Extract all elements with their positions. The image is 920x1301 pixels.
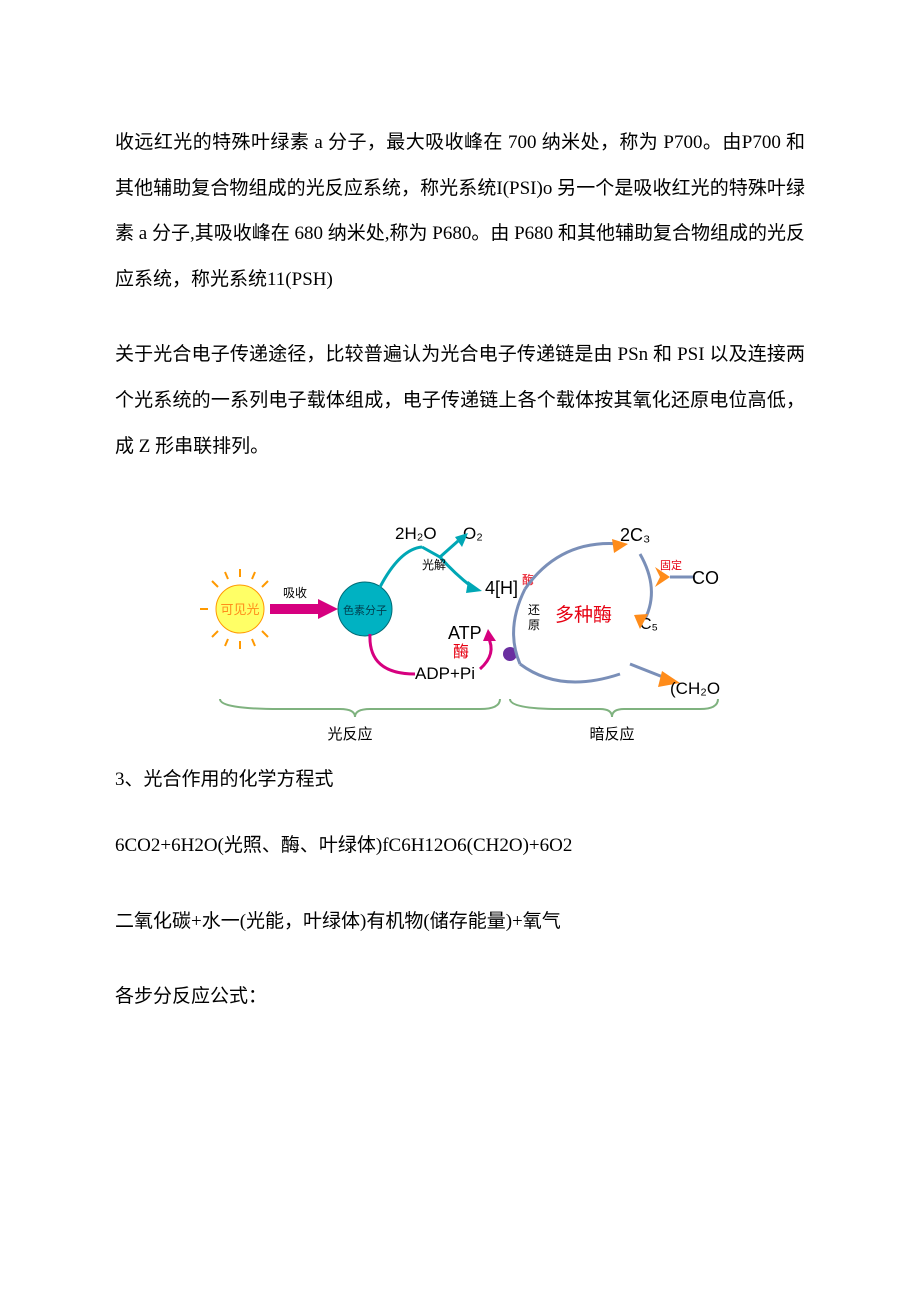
h2o-label: 2H₂O bbox=[395, 524, 437, 543]
dark-brace bbox=[510, 699, 718, 717]
paragraph-1: 收远红光的特殊叶绿素 a 分子，最大吸收峰在 700 纳米处，称为 P700。由… bbox=[115, 120, 805, 302]
h4-arrowhead bbox=[466, 581, 482, 593]
equation-1: 6CO2+6H2O(光照、酶、叶绿体)fC6H12O6(CH2O)+6O2 bbox=[115, 823, 805, 869]
paragraph-3: 各步分反应公式： bbox=[115, 974, 805, 1020]
section-3-title: 3、光合作用的化学方程式 bbox=[115, 759, 805, 801]
paragraph-2: 关于光合电子传递途径，比较普遍认为光合电子传递链是由 PSn 和 PSI 以及连… bbox=[115, 332, 805, 469]
diagram-svg: 可见光 吸收 色素分子 2H₂O O₂ 光解 bbox=[200, 499, 720, 759]
co2-label: CO₂ bbox=[692, 568, 720, 588]
o2-label: O₂ bbox=[463, 524, 483, 543]
split-path bbox=[422, 541, 458, 557]
cycle-left-arc bbox=[514, 589, 525, 664]
absorb-label: 吸收 bbox=[283, 586, 307, 600]
atp-arrowhead bbox=[483, 629, 496, 641]
absorb-arrow: 吸收 bbox=[270, 586, 338, 619]
c3-label: 2C₃ bbox=[620, 525, 650, 545]
many-enzymes-label: 多种酶 bbox=[555, 604, 612, 626]
light-rxn-label: 光反应 bbox=[327, 725, 372, 743]
adp-label: ADP+Pi bbox=[415, 664, 475, 683]
h4-label: 4[H] bbox=[485, 578, 518, 598]
fix-label: 固定 bbox=[660, 558, 682, 572]
page-content: 收远红光的特殊叶绿素 a 分子，最大吸收峰在 700 纳米处，称为 P700。由… bbox=[0, 0, 920, 1110]
ch2o-label: (CH₂O) bbox=[670, 679, 720, 698]
visible-light-label: 可见光 bbox=[220, 602, 259, 617]
cycle-right-arc bbox=[640, 554, 651, 619]
cycle-bottom-arc bbox=[520, 664, 620, 682]
pigment-circle: 色素分子 bbox=[338, 582, 392, 636]
pigment-label: 色素分子 bbox=[343, 603, 387, 617]
enzyme-label: 酶 bbox=[453, 643, 469, 661]
light-brace bbox=[220, 699, 500, 717]
adp-curve bbox=[370, 634, 415, 674]
photosynthesis-diagram: 可见光 吸收 色素分子 2H₂O O₂ 光解 bbox=[115, 499, 805, 759]
atp-label: ATP bbox=[448, 623, 482, 643]
dark-rxn-label: 暗反应 bbox=[589, 725, 634, 743]
reduce-label-1: 还 bbox=[528, 603, 540, 617]
photolysis-curve bbox=[380, 547, 422, 587]
equation-2: 二氧化碳+水一(光能，叶绿体)有机物(储存能量)+氧气 bbox=[115, 899, 805, 945]
photolysis-label: 光解 bbox=[422, 558, 446, 572]
cycle-top-arc bbox=[525, 544, 620, 589]
reduce-label-2: 原 bbox=[528, 618, 540, 632]
sun-icon: 可见光 bbox=[200, 569, 280, 649]
